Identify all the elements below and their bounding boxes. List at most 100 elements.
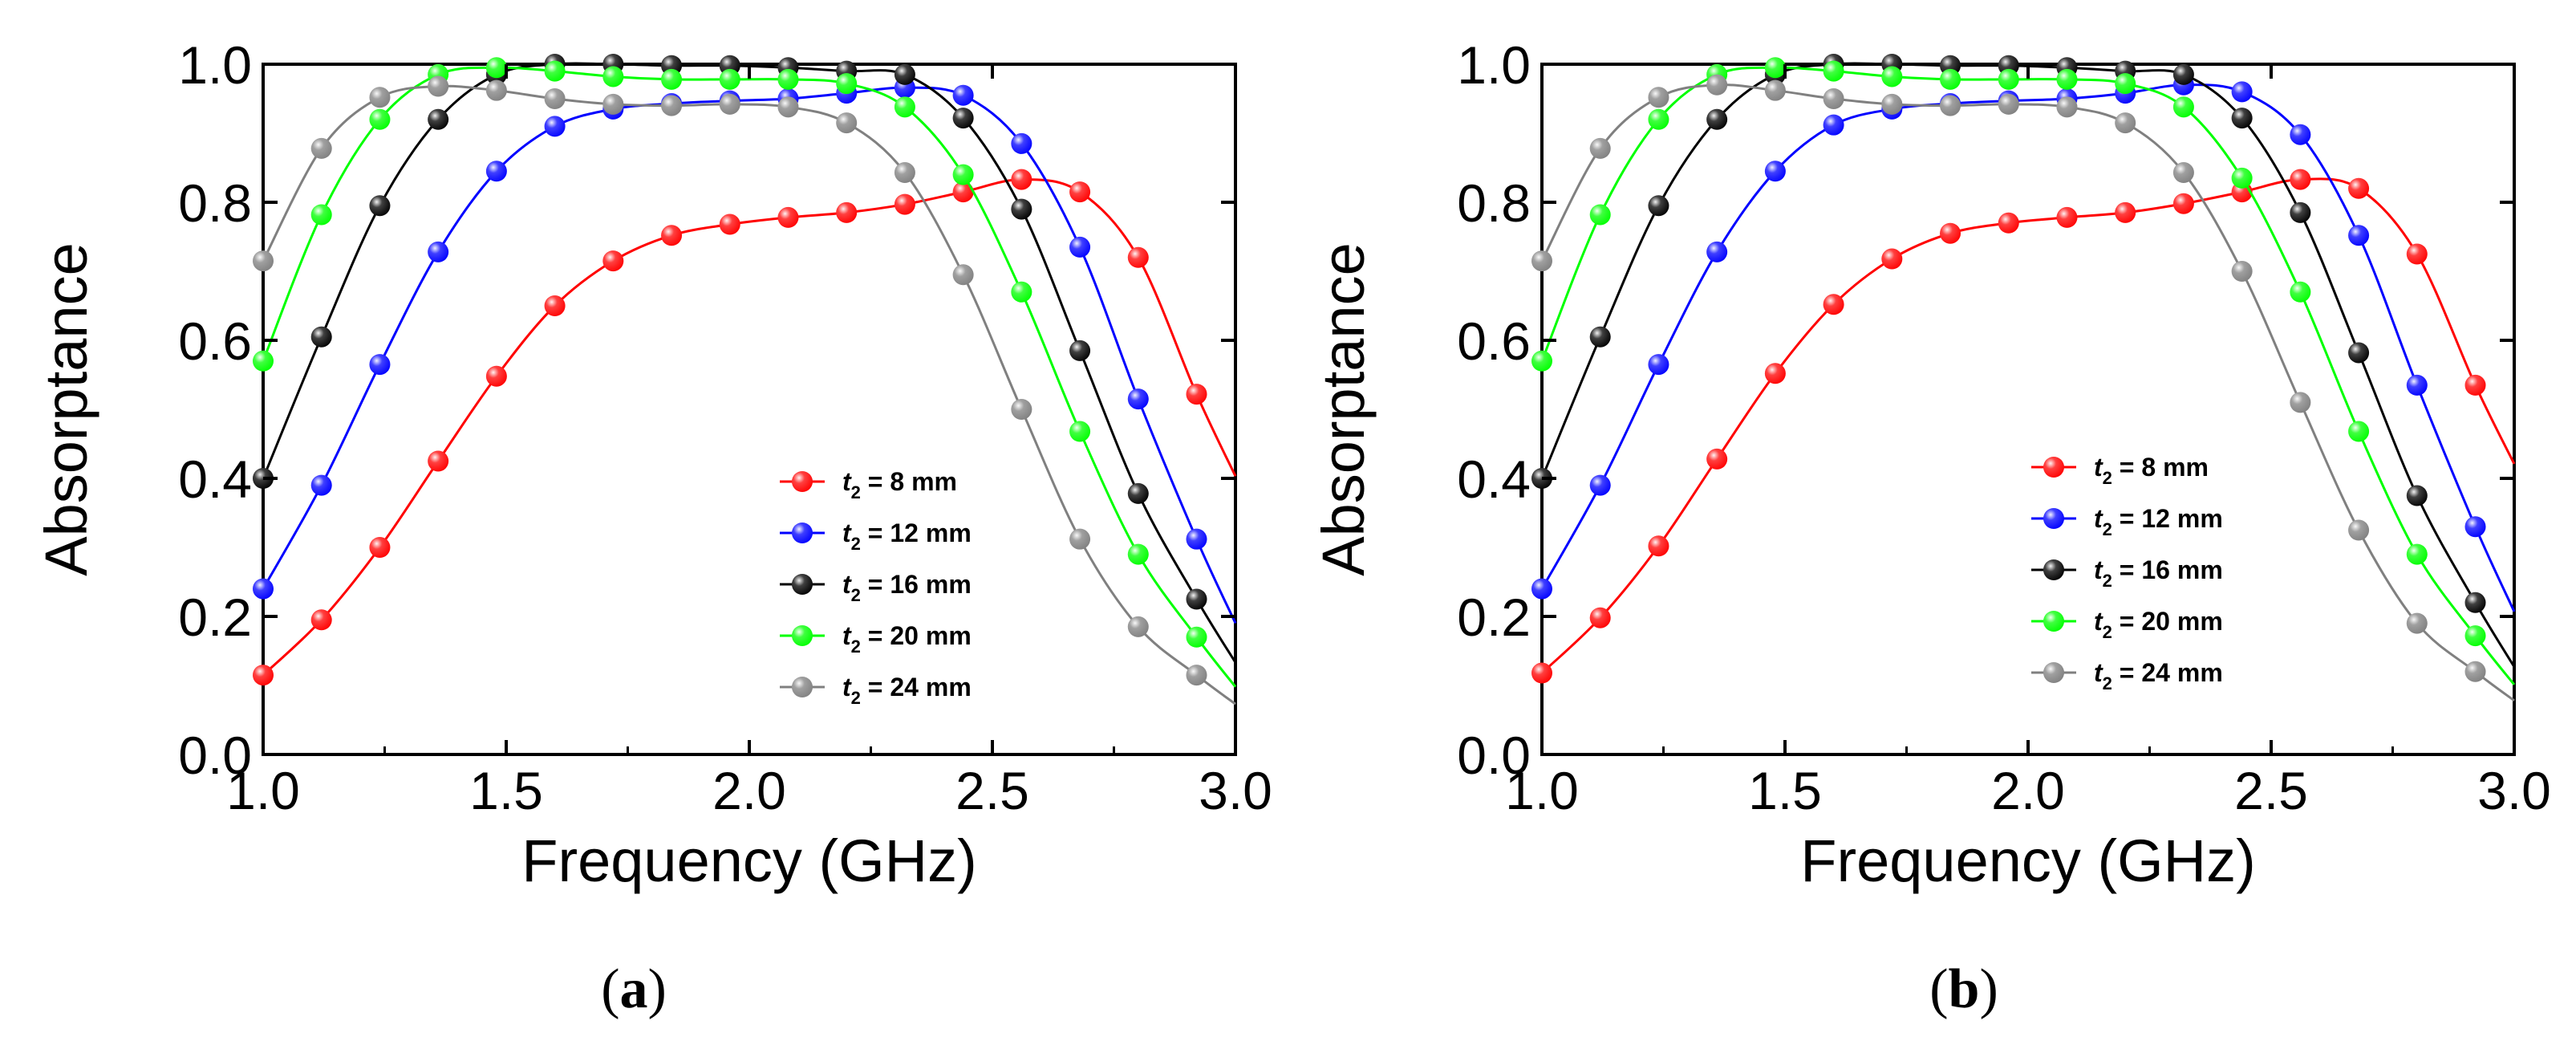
- legend-item: t2 = 16 mm: [2031, 555, 2223, 591]
- data-point-highlight: [485, 57, 507, 79]
- series: [253, 75, 1236, 706]
- data-point-highlight: [894, 162, 915, 184]
- legend-label: t2 = 8 mm: [2094, 453, 2209, 488]
- data-point-highlight: [894, 96, 915, 118]
- data-point-highlight: [1940, 95, 1961, 116]
- data-point-highlight: [1589, 137, 1611, 159]
- data-point-highlight: [1881, 93, 1903, 115]
- y-tick-label: 0.2: [1457, 588, 1531, 647]
- series-line: [262, 62, 1237, 664]
- data-point-highlight: [2056, 206, 2078, 228]
- data-point-highlight: [253, 578, 274, 600]
- legend-rest: = 24 mm: [2112, 658, 2223, 687]
- data-point-highlight: [544, 295, 566, 316]
- legend-marker-highlight: [792, 523, 813, 543]
- data-point-highlight: [2056, 68, 2078, 90]
- legend-sub: 2: [2103, 571, 2112, 591]
- data-point-highlight: [777, 206, 799, 228]
- data-point-highlight: [253, 350, 274, 372]
- data-point-highlight: [310, 474, 332, 496]
- data-point-highlight: [2115, 73, 2136, 95]
- data-point-highlight: [2406, 243, 2428, 265]
- y-tick-label: 0.4: [1457, 449, 1531, 509]
- legend-item: t2 = 24 mm: [2031, 658, 2223, 693]
- data-point-highlight: [1531, 350, 1552, 372]
- data-point-highlight: [2464, 374, 2486, 396]
- data-point-highlight: [1998, 212, 2019, 234]
- data-point-highlight: [1069, 181, 1091, 203]
- data-point-highlight: [2348, 342, 2370, 364]
- legend-var: t: [842, 467, 852, 496]
- legend-sub: 2: [2103, 622, 2112, 642]
- data-point-highlight: [2290, 201, 2311, 223]
- x-axis-label: Frequency (GHz): [1800, 828, 2255, 894]
- data-point-highlight: [1127, 246, 1149, 268]
- series: [1531, 169, 2516, 684]
- data-point-highlight: [1531, 250, 1552, 272]
- legend-rest: = 8 mm: [861, 467, 957, 496]
- data-point-highlight: [952, 181, 974, 203]
- data-point-highlight: [2348, 519, 2370, 541]
- data-point-highlight: [428, 241, 449, 262]
- data-point-highlight: [602, 93, 624, 115]
- data-point-highlight: [369, 537, 391, 558]
- legend-label: t2 = 12 mm: [842, 518, 972, 554]
- data-point-highlight: [1531, 662, 1552, 684]
- legend-marker-highlight: [792, 574, 813, 595]
- data-point-highlight: [1186, 384, 1207, 405]
- data-point-highlight: [1186, 665, 1207, 686]
- legend-var: t: [842, 621, 852, 650]
- legend-sub: 2: [851, 688, 861, 708]
- legend-item: t2 = 20 mm: [780, 621, 972, 657]
- legend-marker-highlight: [792, 677, 813, 697]
- data-point-highlight: [1998, 93, 2019, 115]
- y-tick-label: 1.0: [178, 35, 252, 95]
- data-point-highlight: [2290, 281, 2311, 303]
- data-point-highlight: [1648, 535, 1669, 557]
- y-tick-label: 1.0: [1457, 35, 1531, 95]
- data-point-highlight: [485, 79, 507, 101]
- data-point-highlight: [836, 73, 858, 95]
- panel-letter: a: [620, 958, 648, 1020]
- data-point-highlight: [1069, 340, 1091, 361]
- legend-item: t2 = 8 mm: [780, 467, 957, 502]
- data-point-highlight: [1011, 132, 1032, 154]
- data-point-highlight: [310, 204, 332, 226]
- series-line: [1540, 83, 2516, 612]
- chart-panel-a: 1.0 1.5 2.0 2.5 3.0 0.0 0.2 0.4 0.6 0.8 1.0 Freque…: [33, 35, 1272, 1020]
- data-point-highlight: [1589, 607, 1611, 628]
- x-axis-label: Frequency (GHz): [521, 828, 976, 894]
- data-point-highlight: [310, 609, 332, 631]
- legend-rest: = 24 mm: [861, 673, 972, 701]
- data-point-highlight: [428, 450, 449, 472]
- legend-item: t2 = 24 mm: [780, 673, 972, 708]
- legend-marker-highlight: [2043, 611, 2064, 632]
- y-tick-label: 0.8: [178, 173, 252, 233]
- data-point-highlight: [2464, 592, 2486, 613]
- data-point-highlight: [1764, 57, 1786, 79]
- data-point-highlight: [1648, 108, 1669, 130]
- data-point-highlight: [1648, 195, 1669, 217]
- legend-sub: 2: [851, 585, 861, 605]
- data-point-highlight: [2115, 112, 2136, 134]
- data-point-highlight: [1186, 588, 1207, 610]
- x-tick-label: 1.0: [1505, 761, 1579, 820]
- data-point-highlight: [1531, 578, 1552, 600]
- x-tick-label: 1.0: [226, 761, 300, 820]
- data-point-highlight: [1186, 528, 1207, 550]
- data-point-highlight: [952, 264, 974, 286]
- data-point-highlight: [1127, 543, 1149, 565]
- data-point-highlight: [428, 108, 449, 130]
- data-point-highlight: [369, 87, 391, 108]
- data-point-highlight: [1706, 74, 1728, 96]
- data-point-highlight: [1186, 626, 1207, 648]
- data-point-highlight: [1589, 474, 1611, 496]
- legend-rest: = 16 mm: [2112, 555, 2223, 584]
- data-point-highlight: [1589, 326, 1611, 348]
- data-point-highlight: [2348, 421, 2370, 442]
- data-point-highlight: [2172, 162, 2194, 184]
- y-axis-label: Absorptance: [1310, 242, 1377, 576]
- data-point-highlight: [1706, 108, 1728, 130]
- x-tick-label: 2.0: [1991, 761, 2065, 820]
